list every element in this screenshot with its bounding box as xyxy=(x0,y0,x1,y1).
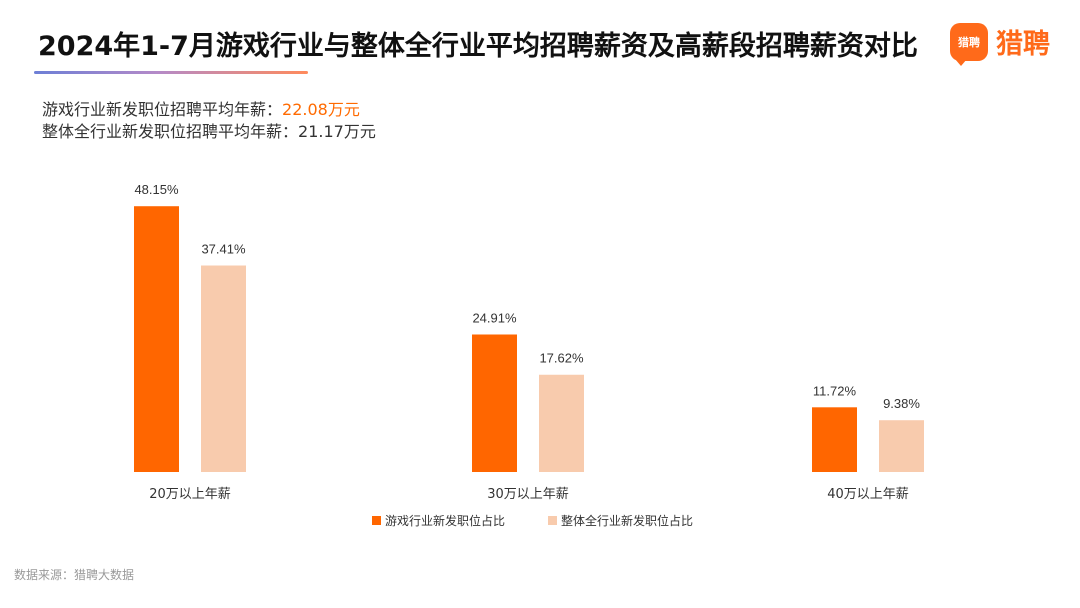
bar-all-2 xyxy=(539,374,584,472)
title-underline xyxy=(34,71,308,74)
liepin-logo: 猎聘 猎聘 xyxy=(950,22,1050,66)
category-label-3: 40万以上年薪 xyxy=(827,487,909,502)
bar-game-3 xyxy=(812,407,857,472)
page-title: 2024年1-7月游戏行业与整体全行业平均招聘薪资及高薪段招聘薪资对比 xyxy=(38,31,918,62)
logo-text: 猎聘 xyxy=(996,29,1050,60)
data-label-game-1: 48.15% xyxy=(134,182,179,197)
category-label-1: 20万以上年薪 xyxy=(149,487,231,502)
bar-game-1 xyxy=(134,206,179,472)
summary-game-label: 游戏行业新发职位招聘平均年薪： xyxy=(42,100,283,119)
summary-line-all: 整体全行业新发职位招聘平均年薪：21.17万元 xyxy=(42,121,376,143)
data-label-all-2: 17.62% xyxy=(539,351,584,366)
summary-all-value: 21.17万元 xyxy=(298,122,376,141)
summary-game-value: 22.08万元 xyxy=(282,100,360,119)
legend-swatch-game xyxy=(372,516,381,525)
bar-game-2 xyxy=(472,334,517,472)
legend-label-game: 游戏行业新发职位占比 xyxy=(385,513,505,528)
bar-all-1 xyxy=(201,265,246,472)
data-label-game-3: 11.72% xyxy=(813,383,857,398)
data-label-all-1: 37.41% xyxy=(201,241,246,256)
legend-swatch-all xyxy=(548,516,557,525)
data-source: 数据来源：猎聘大数据 xyxy=(14,568,135,582)
data-label-all-3: 9.38% xyxy=(883,396,920,411)
legend-label-all: 整体全行业新发职位占比 xyxy=(561,513,693,528)
summary-block: 游戏行业新发职位招聘平均年薪：22.08万元 整体全行业新发职位招聘平均年薪：2… xyxy=(42,99,376,143)
category-label-2: 30万以上年薪 xyxy=(487,487,569,502)
logo-badge-icon: 猎聘 xyxy=(950,22,988,66)
bar-all-3 xyxy=(879,420,924,472)
summary-line-game: 游戏行业新发职位招聘平均年薪：22.08万元 xyxy=(42,99,376,121)
data-label-game-2: 24.91% xyxy=(472,310,517,325)
summary-all-label: 整体全行业新发职位招聘平均年薪： xyxy=(42,122,299,141)
